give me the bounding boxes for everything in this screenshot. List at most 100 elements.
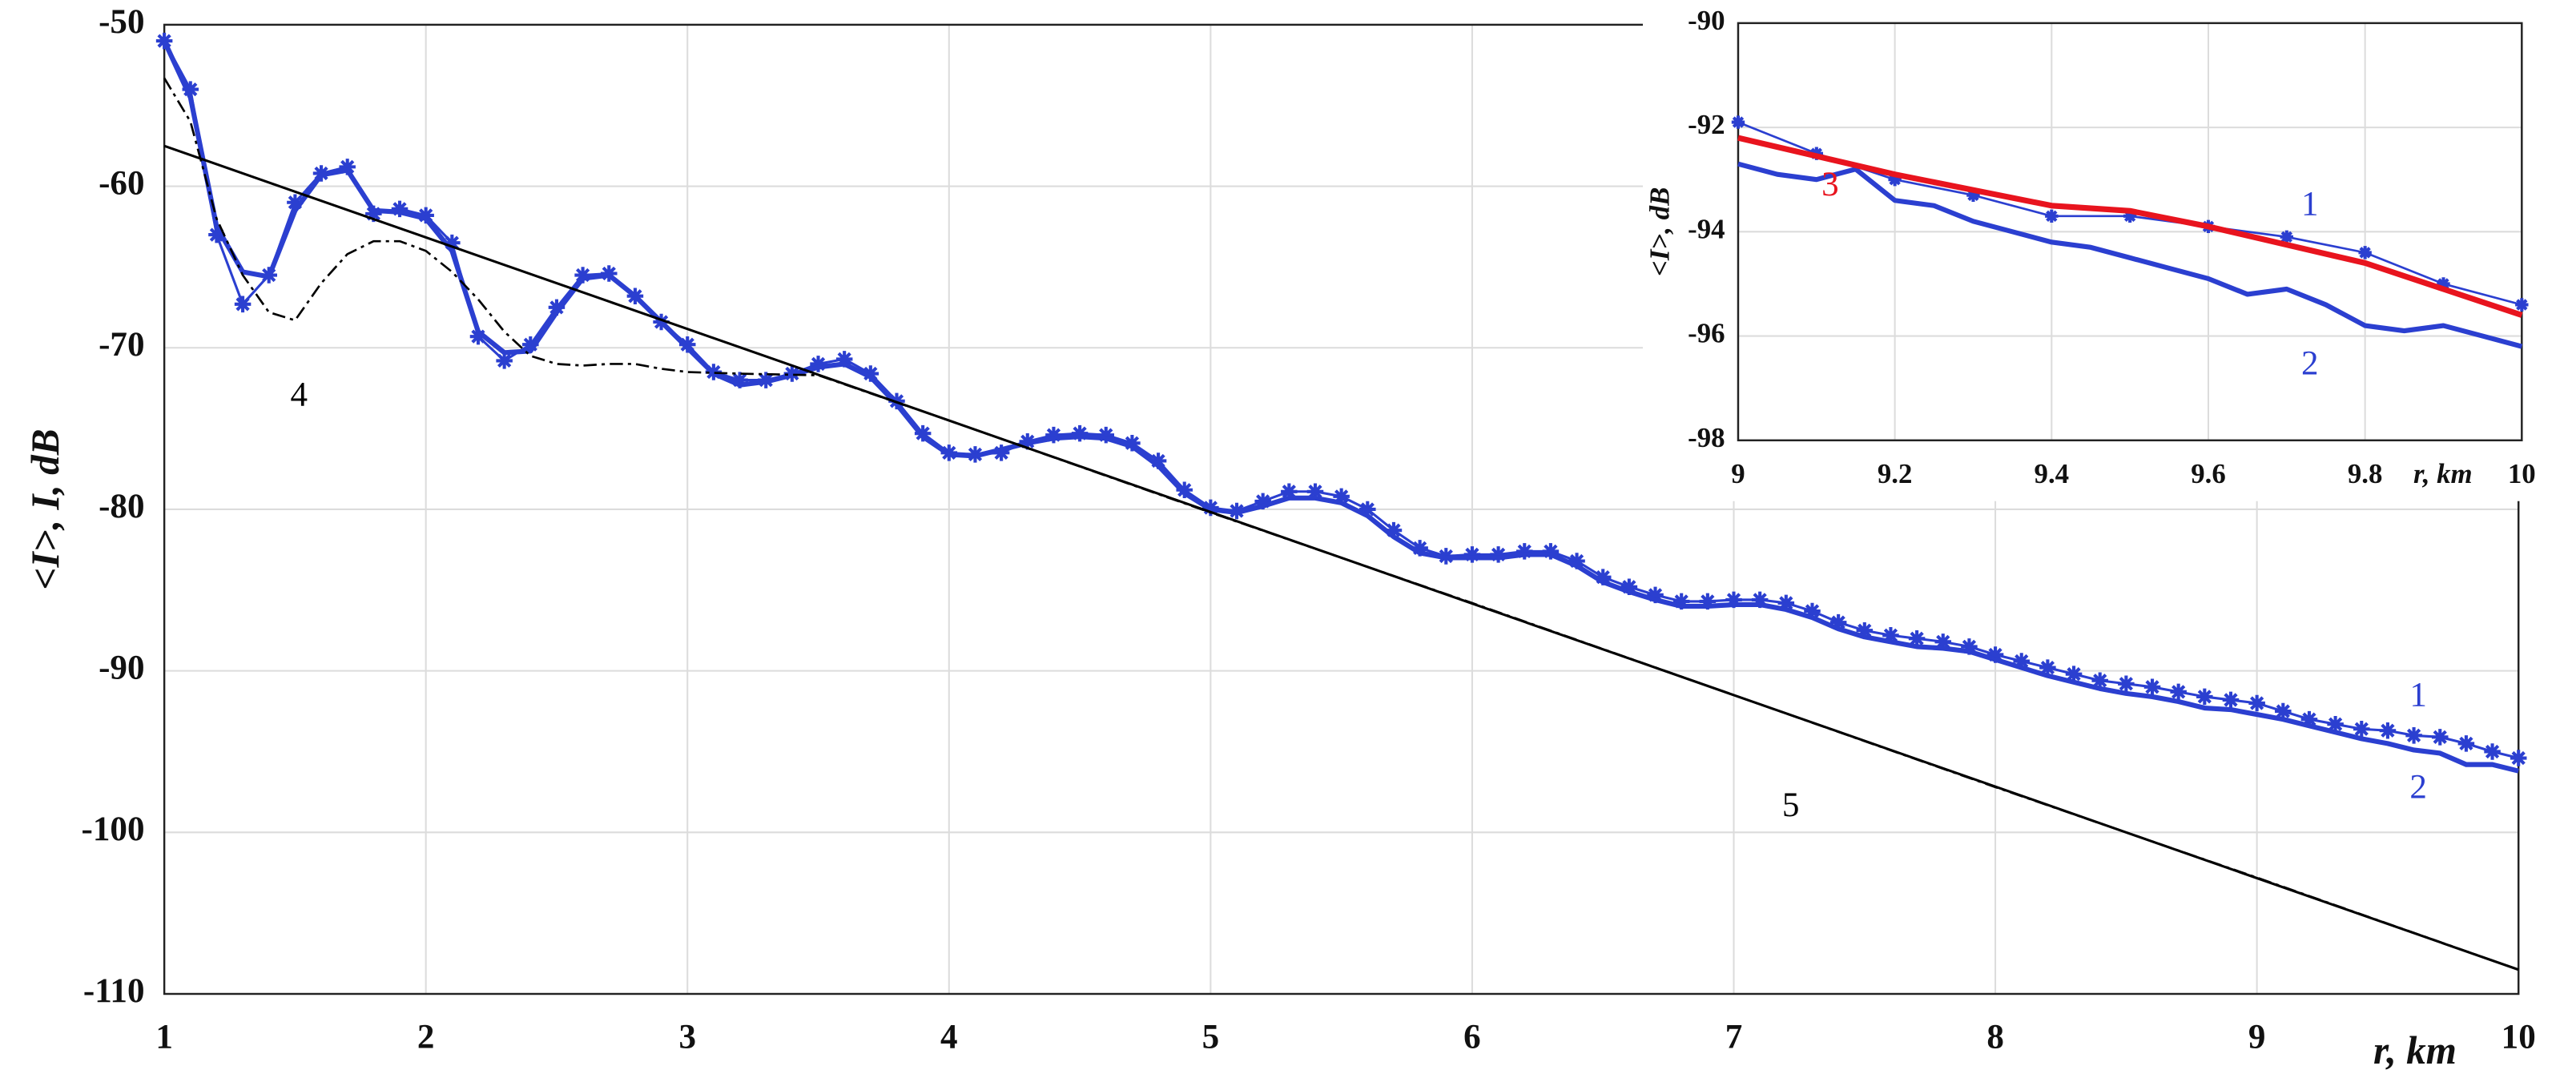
star-marker xyxy=(2515,298,2529,312)
x-axis-label: r, km xyxy=(2373,1028,2457,1072)
star-marker xyxy=(2248,694,2265,712)
x-tick-label: 2 xyxy=(417,1018,435,1056)
star-marker xyxy=(1254,493,1271,510)
star-marker xyxy=(417,207,434,224)
star-marker xyxy=(1908,630,1926,647)
star-marker xyxy=(2405,727,2422,744)
annotation: 5 xyxy=(1782,786,1800,824)
star-marker xyxy=(2091,672,2108,689)
star-marker xyxy=(1934,634,1952,650)
star-marker xyxy=(1281,483,1298,501)
x-tick-label: 9.8 xyxy=(2348,458,2383,489)
y-tick-label: -96 xyxy=(1688,318,1725,349)
star-marker xyxy=(1071,424,1089,442)
star-marker xyxy=(2065,666,2083,682)
x-tick-label: 5 xyxy=(1202,1018,1220,1056)
series-line xyxy=(163,144,2519,971)
annotation: 4 xyxy=(291,376,308,413)
star-marker xyxy=(2275,702,2292,720)
x-tick-label: 6 xyxy=(1463,1018,1481,1056)
star-marker xyxy=(1411,540,1428,557)
star-marker xyxy=(2431,729,2449,746)
x-tick-label: 1 xyxy=(155,1018,173,1056)
star-marker xyxy=(1385,521,1403,539)
star-marker xyxy=(469,328,487,345)
star-marker xyxy=(2039,659,2056,676)
star-marker xyxy=(1045,426,1062,444)
star-marker xyxy=(2143,678,2161,696)
star-marker xyxy=(1882,627,1899,644)
y-axis-label: <I>, I, dB xyxy=(23,428,67,589)
star-marker xyxy=(810,356,827,372)
star-marker xyxy=(2196,688,2213,706)
x-tick-label: 3 xyxy=(678,1018,696,1056)
star-marker xyxy=(2300,710,2318,728)
star-marker xyxy=(391,200,409,218)
annotation: 1 xyxy=(2301,185,2319,223)
y-tick-label: -100 xyxy=(82,810,145,848)
star-marker xyxy=(835,351,853,368)
x-tick-label: 9.6 xyxy=(2191,458,2226,489)
y-tick-label: -98 xyxy=(1688,422,1725,453)
star-marker xyxy=(1463,546,1481,563)
star-marker xyxy=(2510,750,2527,766)
star-marker xyxy=(1594,569,1612,585)
x-axis-label: r, km xyxy=(2413,458,2473,489)
x-tick-label: 7 xyxy=(1725,1018,1743,1056)
star-marker xyxy=(2045,209,2059,223)
series-line xyxy=(1737,161,2523,349)
star-marker xyxy=(574,267,591,284)
star-marker xyxy=(1777,594,1795,612)
x-tick-label: 9 xyxy=(2248,1018,2266,1056)
star-marker xyxy=(1620,578,1638,596)
star-marker xyxy=(1333,488,1350,505)
star-marker xyxy=(1986,646,2004,663)
x-tick-label: 4 xyxy=(940,1018,958,1056)
star-marker xyxy=(496,352,513,369)
star-marker xyxy=(1516,543,1533,560)
y-tick-label: -92 xyxy=(1688,109,1725,140)
star-marker xyxy=(2280,230,2294,244)
y-tick-label: -110 xyxy=(83,972,145,1010)
star-marker xyxy=(444,234,461,251)
star-marker xyxy=(2222,691,2240,709)
star-marker xyxy=(1856,621,1874,639)
series-line xyxy=(163,77,2519,971)
series-line xyxy=(162,39,2519,774)
star-marker xyxy=(2457,735,2475,752)
star-marker xyxy=(1359,501,1376,518)
y-tick-label: -80 xyxy=(99,488,144,525)
star-marker xyxy=(2484,743,2501,760)
star-marker xyxy=(1542,543,1560,560)
star-marker xyxy=(287,194,304,211)
star-marker xyxy=(1725,591,1742,609)
x-tick-label: 8 xyxy=(1986,1018,2004,1056)
star-marker xyxy=(182,81,199,98)
star-marker xyxy=(2013,653,2030,670)
star-marker xyxy=(365,205,382,223)
star-marker xyxy=(992,444,1010,461)
x-tick-label: 9.2 xyxy=(1878,458,1913,489)
plot-frame xyxy=(163,23,2520,996)
annotation: 2 xyxy=(2409,769,2427,806)
star-marker xyxy=(1888,173,1902,187)
star-marker xyxy=(1966,188,1980,202)
star-marker xyxy=(1804,602,1821,620)
star-marker xyxy=(1124,435,1141,452)
star-marker xyxy=(2118,675,2135,693)
inset-chart: 9 9.2 9.4 9.6 9.8 10 -98 -96 -94 -92 -90 3 1 2 r, km <I… xyxy=(1644,5,2536,489)
star-marker xyxy=(2379,722,2397,739)
star-marker xyxy=(2358,246,2372,259)
star-marker xyxy=(1731,115,1745,129)
star-marker xyxy=(1306,483,1324,501)
annotation: 3 xyxy=(1821,166,1839,203)
annotation: 1 xyxy=(2409,677,2427,714)
star-marker xyxy=(234,296,252,313)
star-marker xyxy=(1647,586,1664,604)
series-line xyxy=(1737,135,2523,318)
y-tick-label: -50 xyxy=(99,3,144,41)
y-tick-label: -94 xyxy=(1688,213,1725,244)
star-marker xyxy=(2437,277,2450,291)
star-marker xyxy=(1672,593,1690,610)
